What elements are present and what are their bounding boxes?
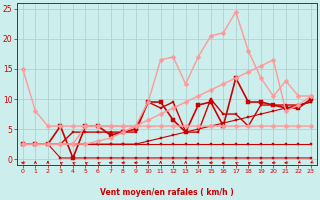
X-axis label: Vent moyen/en rafales ( km/h ): Vent moyen/en rafales ( km/h ) [100, 188, 234, 197]
